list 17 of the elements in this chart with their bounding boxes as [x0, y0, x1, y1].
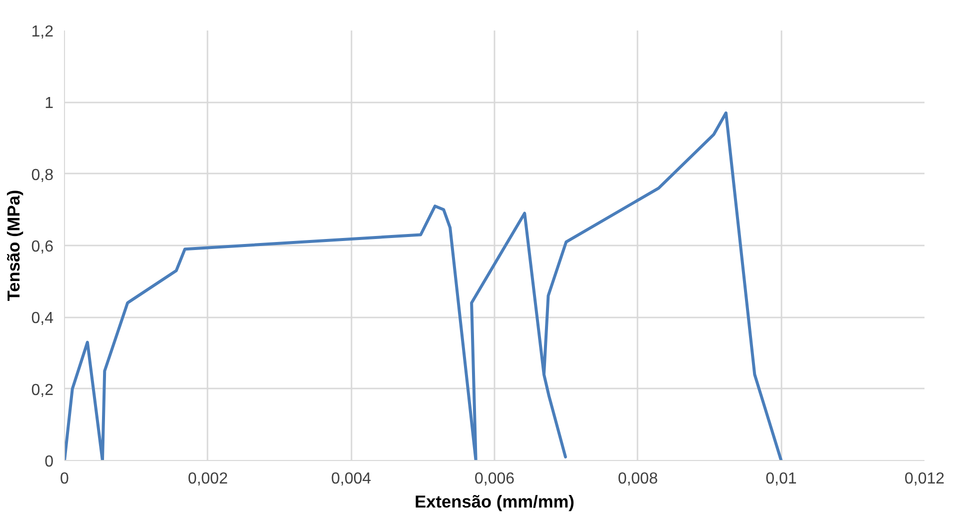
y-tick-label: 0,4 — [31, 310, 54, 328]
x-tick-label: 0,012 — [904, 470, 945, 488]
x-tick-label: 0,006 — [474, 470, 515, 488]
y-tick-label: 1,2 — [31, 24, 54, 40]
x-tick-label: 0,01 — [766, 470, 797, 488]
x-tick-label: 0,004 — [331, 470, 372, 488]
x-axis-title: Extensão (mm/mm) — [414, 492, 574, 512]
x-tick-label: 0,008 — [618, 470, 658, 488]
x-tick-label: 0,002 — [188, 470, 228, 488]
line-series — [64, 111, 783, 460]
y-tick-label: 0,2 — [31, 382, 54, 399]
y-tick-label: 1 — [44, 95, 54, 112]
y-tick-label: 0,6 — [31, 238, 54, 256]
y-tick-label: 0,8 — [31, 166, 54, 184]
y-tick-label: 0 — [44, 454, 54, 470]
y-axis-title: Tensão (MPa) — [3, 190, 24, 302]
x-tick-label: 0 — [60, 470, 70, 488]
